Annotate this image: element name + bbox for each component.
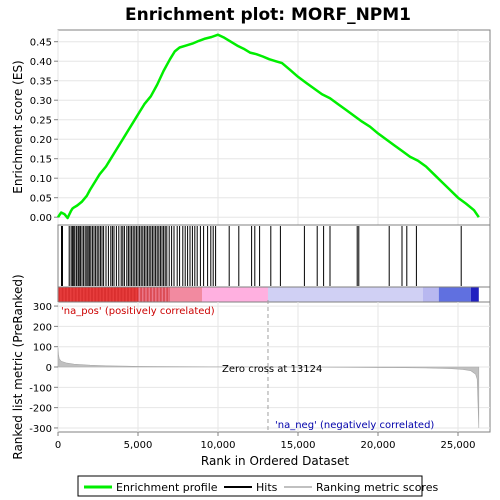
- colorbar-weak-neg: [267, 287, 423, 302]
- es-tick-label: 0.25: [30, 116, 52, 127]
- enrichment-y-axis-label: Enrichment score (ES): [11, 60, 25, 193]
- x-tick-label: 20,000: [361, 440, 396, 451]
- enrichment-gridlines: [57, 30, 490, 225]
- x-tick-label: 5,000: [124, 440, 153, 451]
- zero-cross-label: Zero cross at 13124: [222, 364, 322, 375]
- es-tick-label: 0.10: [30, 174, 52, 185]
- legend-hits-label: Hits: [256, 481, 278, 494]
- colorbar-weak-pos: [202, 287, 268, 302]
- colorbar-strong-pos: [58, 287, 138, 302]
- legend-ranking-label: Ranking metric scores: [316, 481, 438, 494]
- ranked-x-ticks: 0 5,000 10,000 15,000 20,000 25,000: [55, 432, 476, 451]
- es-tick-label: 0.35: [30, 77, 52, 88]
- colorbar-mid-pos: [138, 287, 202, 302]
- enrichment-plot-frame: [57, 29, 491, 226]
- rank-tick-label: -200: [29, 404, 52, 415]
- colorbar-mid-neg: [422, 287, 439, 302]
- es-tick-label: 0.45: [30, 38, 52, 49]
- rank-tick-label: 100: [33, 343, 52, 354]
- hit-marks: [61, 226, 462, 286]
- rank-tick-label: 0: [46, 363, 52, 374]
- rank-tick-label: -300: [29, 424, 52, 435]
- rank-tick-label: -100: [29, 383, 52, 394]
- es-tick-label: 0.00: [30, 213, 52, 224]
- x-tick-label: 25,000: [441, 440, 476, 451]
- na-pos-label: 'na_pos' (positively correlated): [61, 306, 215, 317]
- x-tick-label: 0: [55, 440, 61, 451]
- es-tick-label: 0.15: [30, 155, 52, 166]
- es-tick-label: 0.05: [30, 194, 52, 205]
- rank-tick-label: 200: [33, 322, 52, 333]
- enrichment-profile: [56, 33, 480, 220]
- rank-color-bar: [57, 286, 491, 303]
- na-neg-label: 'na_neg' (negatively correlated): [275, 420, 434, 431]
- ranked-y-ticks: -300 -200 -100 0 100 200 300: [29, 302, 58, 435]
- colorbar-extreme-neg: [470, 287, 479, 302]
- rank-tick-label: 300: [33, 302, 52, 313]
- es-tick-label: 0.30: [30, 96, 52, 107]
- es-tick-label: 0.40: [30, 57, 52, 68]
- legend-enrichment-label: Enrichment profile: [116, 481, 218, 494]
- colorbar-strong-neg: [438, 287, 471, 302]
- es-tick-label: 0.20: [30, 135, 52, 146]
- enrichment-y-ticks: 0.00 0.05 0.10 0.15 0.20 0.25 0.30 0.35 0.40 0.45: [30, 38, 58, 224]
- ranked-y-axis-label: Ranked list metric (PreRanked): [11, 274, 25, 459]
- x-tick-label: 15,000: [281, 440, 316, 451]
- x-tick-label: 10,000: [201, 440, 236, 451]
- enrichment-profile-line: [56, 33, 480, 220]
- x-axis-label: Rank in Ordered Dataset: [201, 454, 349, 468]
- chart-title: Enrichment plot: MORF_NPM1: [125, 5, 411, 25]
